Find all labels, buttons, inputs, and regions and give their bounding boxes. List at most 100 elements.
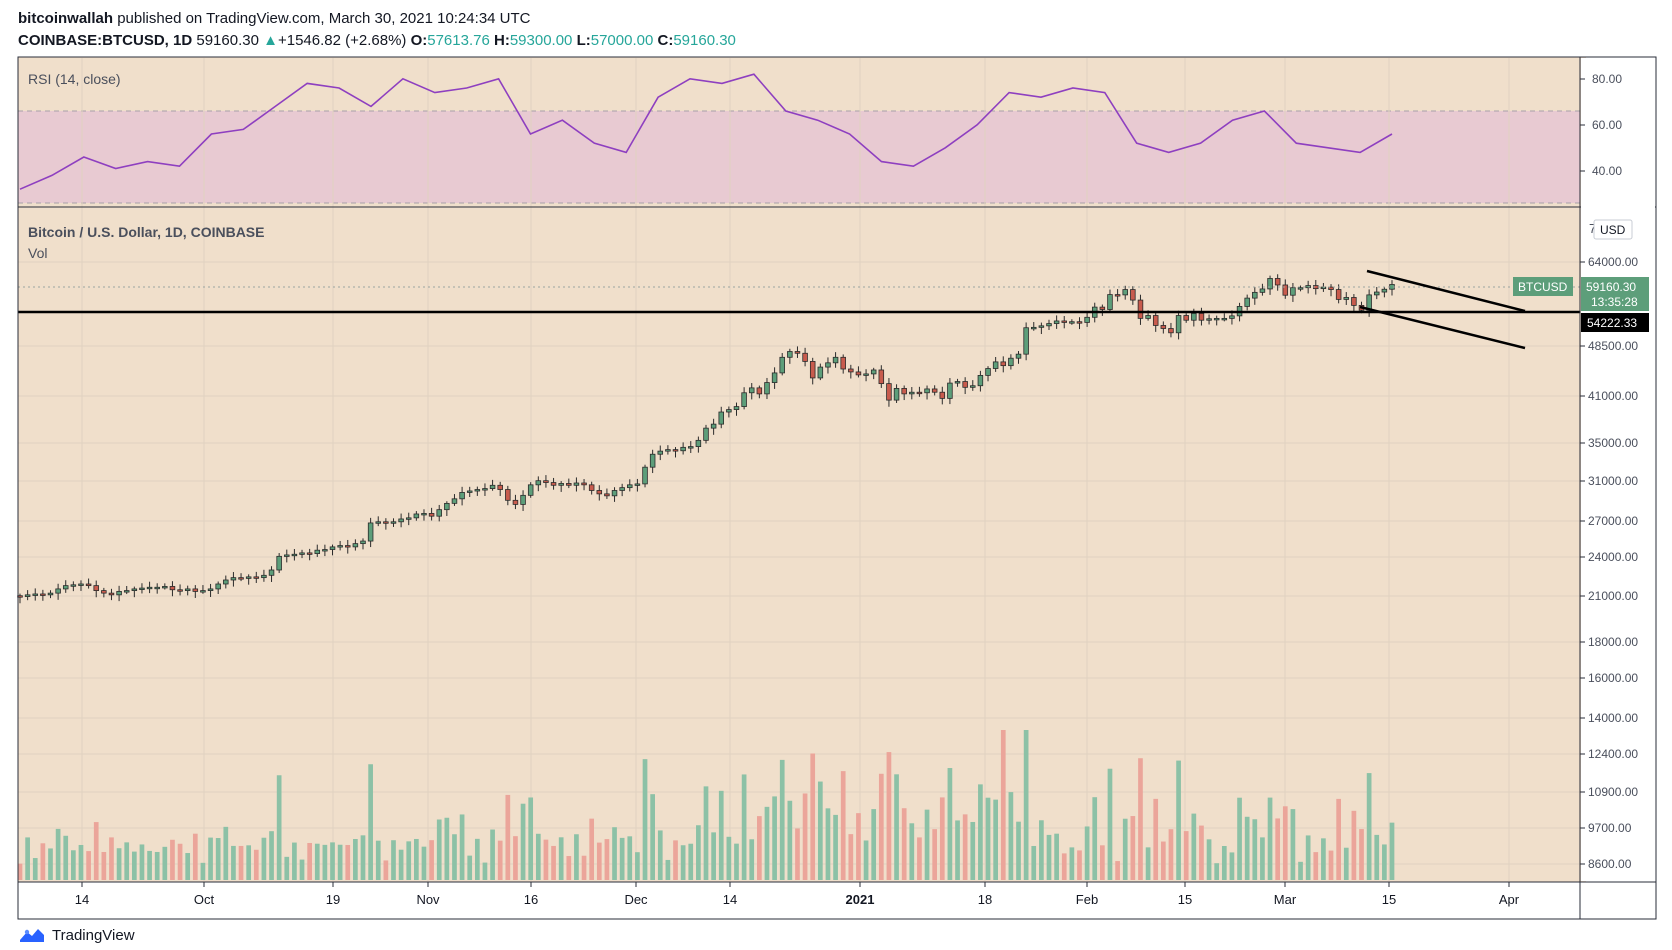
time-tick-label: 15 [1178,892,1192,907]
time-tick-label: 15 [1382,892,1396,907]
volume-bar [718,790,724,880]
volume-bar [116,848,122,880]
volume-bar [154,851,160,880]
volume-bar [1039,820,1044,880]
price-tick-label: 16000.00 [1588,671,1638,685]
volume-bar [947,768,953,880]
candle-body [840,356,846,370]
candle-body [1374,291,1380,296]
volume-bar [917,837,922,880]
close-value: 59160.30 [673,32,736,49]
candle-body [604,493,610,497]
candle-body [497,484,503,490]
candle-body [253,576,260,579]
candle-body [588,484,595,491]
volume-bar [566,856,572,880]
volume-bar [1298,861,1303,880]
channel-upper-line[interactable] [1366,269,1526,313]
candle-body [1252,291,1258,299]
candle-body [1084,316,1090,323]
volume-bar [414,838,419,880]
volume-bar [1016,821,1021,880]
candle-body [405,517,412,520]
candle-body [413,513,420,519]
volume-bar [131,851,137,880]
volume-bar [543,839,549,880]
volume-bar [32,858,38,880]
volume-bar [787,800,793,880]
candle-body [1244,297,1250,307]
candle-body [535,480,542,486]
candle-body [245,576,252,579]
candle-body [1122,289,1128,296]
volume-bar [1260,837,1265,880]
candle-body [261,574,267,579]
volume-bar [1229,852,1235,880]
symbol-badge [1513,277,1573,296]
candle-body [619,487,625,491]
volume-bar [833,814,838,880]
candle-body [817,366,824,379]
volume-bar [93,822,99,880]
candle-body [1046,323,1052,327]
footer-brand[interactable]: TradingView [18,926,135,944]
low-label: L: [576,32,591,49]
volume-bar [337,844,343,880]
author-name[interactable]: bitcoinwallah [18,10,114,27]
candle-body [1198,312,1205,321]
rsi-tick-label: 40.00 [1592,164,1622,178]
candle-body [1328,286,1334,290]
volume-bar [246,845,252,880]
candle-body [748,387,755,394]
volume-bar [627,836,633,880]
chart-frame [17,56,1657,920]
volume-bar [520,803,526,880]
candle-body [123,590,130,593]
volume-bar [1382,844,1387,880]
candle-body [398,518,404,523]
candle-body [314,549,321,554]
candle-body [1168,328,1174,334]
candle-body [101,590,107,594]
candle-body [1160,325,1167,329]
last-price-badge-label: 59160.30 [1586,280,1636,294]
candle-body [482,488,488,491]
volume-bar [574,834,579,880]
candle-body [215,583,221,590]
candle-body [512,499,519,505]
candle-body [1061,320,1067,323]
price-tick-label: 48500.00 [1588,339,1638,353]
low-value: 57000.00 [590,32,654,49]
volume-bar [665,859,671,880]
volume-bar [1138,758,1143,880]
candle-body [337,545,343,548]
channel-lower-line[interactable] [1359,305,1526,350]
volume-bar [673,840,678,880]
candle-body [1053,320,1060,324]
volume-bar [383,860,389,880]
time-tick-label: 18 [978,892,992,907]
volume-bar [398,849,404,880]
currency-badge[interactable] [1593,219,1633,240]
candle-body [390,521,397,524]
candle-body [162,586,168,589]
candle-body [184,588,191,591]
volume-bar [978,784,983,880]
volume-bar [1282,806,1288,880]
volume-bar [276,775,282,880]
support-price-label: 54222.33 [1587,316,1637,330]
volume-bar [703,786,709,880]
candle-body [848,368,854,373]
volume-bar [185,853,191,880]
candle-body [70,584,77,587]
candle-body [1008,357,1014,367]
volume-bar [741,774,747,880]
rsi-axis-ticks: 80.00 60.00 40.00 [1580,72,1622,178]
candle-body [139,587,145,590]
volume-bar [284,856,290,880]
candle-body [756,387,763,395]
rsi-label: RSI (14, close) [28,71,121,87]
published-text: published on TradingView.com, March 30, … [117,10,531,27]
currency-label: USD [1600,223,1626,237]
